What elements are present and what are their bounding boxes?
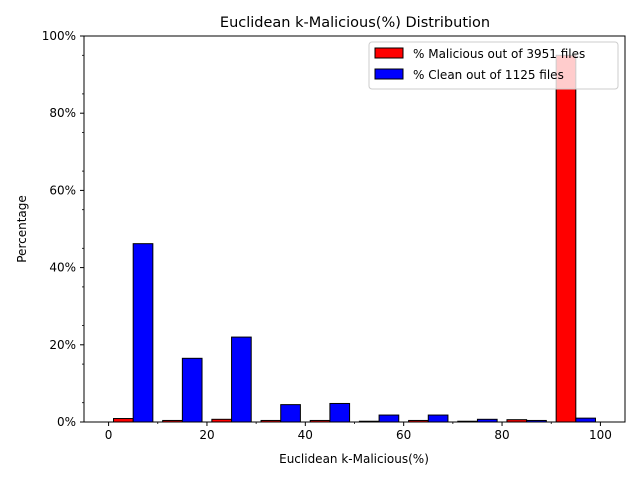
y-tick-label: 20% (49, 338, 76, 352)
bar-malicious-90-100 (555, 54, 577, 423)
x-tick-label: 0 (105, 428, 113, 442)
bar-clean-60-70 (427, 414, 449, 423)
chart-title: Euclidean k-Malicious(%) Distribution (220, 15, 490, 31)
x-axis-label: Euclidean k-Malicious(%) (279, 452, 429, 466)
bar-clean-10-20 (181, 357, 203, 423)
y-tick-label: 100% (42, 29, 76, 43)
x-tick-label: 20 (199, 428, 214, 442)
y-tick-label: 0% (57, 415, 76, 429)
x-tick-label: 40 (298, 428, 313, 442)
y-tick-label: 60% (49, 183, 76, 197)
y-axis-label: Percentage (15, 195, 29, 263)
legend-box (368, 41, 619, 90)
legend-swatch-malicious (374, 47, 404, 59)
x-tick-label: 80 (494, 428, 509, 442)
bar-clean-40-50 (329, 402, 351, 423)
bars-layer (113, 54, 596, 423)
bar-clean-30-40 (280, 404, 301, 423)
legend-swatch-clean (374, 68, 404, 80)
x-axis: 0 20 40 60 80 100 (105, 422, 612, 442)
legend: % Malicious out of 3951 files % Clean ou… (368, 41, 619, 90)
legend-label-clean: % Clean out of 1125 files (413, 68, 564, 82)
bar-clean-50-60 (378, 414, 400, 423)
y-tick-label: 40% (49, 261, 76, 275)
y-tick-label: 80% (49, 106, 76, 120)
bar-clean-90-100 (575, 417, 596, 423)
x-tick-label: 100 (589, 428, 612, 442)
x-tick-label: 60 (396, 428, 411, 442)
bar-malicious-0-10 (113, 418, 134, 423)
bar-clean-0-10 (132, 243, 154, 423)
legend-label-malicious: % Malicious out of 3951 files (413, 47, 585, 61)
y-axis: 0% 20% 40% 60% 80% 100% (42, 29, 84, 429)
bar-clean-20-30 (231, 336, 252, 423)
